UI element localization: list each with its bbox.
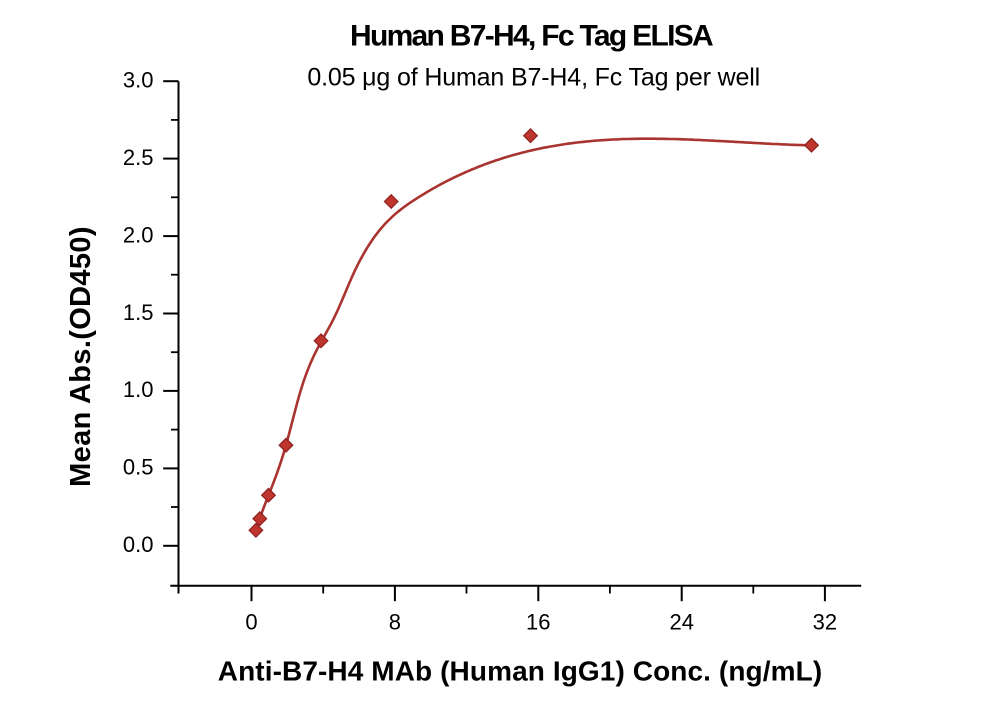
svg-text:0.05 μg of Human B7-H4, Fc Tag: 0.05 μg of Human B7-H4, Fc Tag per well <box>307 64 760 92</box>
svg-text:0.5: 0.5 <box>123 455 154 480</box>
svg-text:0.0: 0.0 <box>123 532 154 557</box>
svg-text:8: 8 <box>389 609 401 634</box>
svg-text:Anti-B7-H4 MAb (Human IgG1) Co: Anti-B7-H4 MAb (Human IgG1) Conc. (ng/mL… <box>218 655 823 686</box>
svg-text:2.0: 2.0 <box>123 222 154 247</box>
svg-text:Human B7-H4, Fc Tag ELISA: Human B7-H4, Fc Tag ELISA <box>350 20 713 53</box>
svg-text:32: 32 <box>813 609 837 634</box>
svg-text:0: 0 <box>245 609 257 634</box>
svg-text:16: 16 <box>526 609 550 634</box>
svg-text:24: 24 <box>669 609 693 634</box>
svg-text:2.5: 2.5 <box>123 145 154 170</box>
svg-text:Mean Abs.(OD450): Mean Abs.(OD450) <box>65 226 97 487</box>
svg-text:1.5: 1.5 <box>123 300 154 325</box>
svg-text:3.0: 3.0 <box>123 68 154 93</box>
svg-text:1.0: 1.0 <box>123 377 154 402</box>
